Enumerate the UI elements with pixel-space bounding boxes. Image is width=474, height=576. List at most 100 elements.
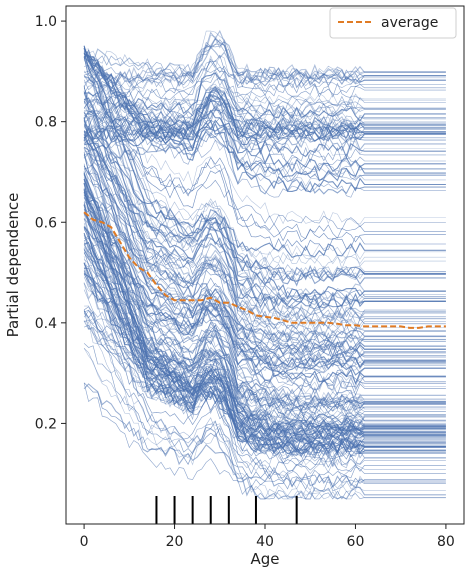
ice-line — [83, 49, 446, 195]
ice-line — [83, 29, 446, 87]
y-tick-label: 0.4 — [35, 316, 57, 332]
average-line — [83, 211, 446, 329]
ice-line — [83, 166, 446, 279]
ice-line — [83, 52, 446, 243]
ice-line — [83, 232, 446, 443]
ice-line — [83, 252, 446, 411]
ice-line — [83, 183, 446, 423]
ice-line — [83, 109, 446, 151]
ice-line — [83, 194, 446, 452]
ice-line — [83, 226, 446, 444]
ice-line — [83, 382, 446, 500]
ice-line — [83, 244, 446, 433]
y-axis-label: Partial dependence — [4, 193, 22, 338]
ice-line — [83, 86, 446, 360]
ice-line — [83, 37, 446, 89]
ice-line — [83, 310, 446, 480]
ice-line — [83, 262, 446, 452]
y-axis-ticks: 0.2 0.4 0.6 0.8 1.0 — [35, 14, 66, 432]
ice-line — [83, 86, 446, 143]
ice-line — [83, 85, 446, 348]
x-tick-label: 60 — [347, 534, 365, 550]
ice-line — [83, 59, 446, 321]
ice-line — [83, 69, 446, 123]
y-tick-label: 0.8 — [35, 115, 57, 131]
ice-line — [83, 100, 446, 140]
ice-line — [83, 136, 446, 265]
ice-line — [83, 101, 446, 138]
ice-line — [83, 154, 446, 327]
ice-line — [83, 212, 446, 432]
legend-box — [329, 7, 457, 39]
ice-line — [83, 147, 446, 392]
x-axis-label: Age — [250, 550, 279, 568]
ice-line — [84, 305, 446, 449]
ice-line — [83, 90, 446, 127]
ice-line — [83, 311, 446, 491]
ice-line — [83, 70, 446, 302]
ice-line — [84, 190, 446, 384]
ice-line — [83, 57, 446, 270]
ice-line — [83, 117, 446, 311]
x-tick-label: 0 — [80, 534, 89, 550]
ice-line — [83, 138, 446, 281]
ice-line — [83, 154, 446, 423]
ice-line — [83, 54, 446, 106]
ice-line — [83, 93, 446, 132]
ice-lines — [83, 29, 446, 500]
ice-line — [83, 130, 446, 332]
ice-line — [83, 52, 446, 280]
ice-line — [83, 66, 446, 107]
ice-line — [83, 87, 446, 119]
y-tick-label: 0.6 — [35, 215, 57, 231]
ice-line — [83, 57, 446, 252]
ice-line — [83, 212, 446, 370]
ice-line — [83, 113, 446, 260]
x-tick-label: 40 — [256, 534, 274, 550]
ice-line — [83, 383, 446, 489]
ice-line — [84, 320, 446, 500]
ice-line — [83, 212, 446, 384]
ice-line — [83, 191, 446, 320]
legend-average-label: average — [381, 15, 438, 31]
ice-line — [83, 98, 446, 170]
ice-line — [83, 306, 446, 412]
ice-line — [83, 234, 446, 417]
ice-line — [84, 54, 446, 182]
ice-line — [84, 72, 446, 122]
ice-line — [83, 182, 446, 455]
x-tick-label: 20 — [166, 534, 184, 550]
ice-line — [83, 226, 446, 458]
ice-line — [83, 163, 446, 428]
ice-line — [83, 188, 446, 439]
ice-line — [83, 189, 446, 412]
x-tick-label: 80 — [437, 534, 455, 550]
ice-line — [83, 151, 446, 412]
ice-line — [83, 122, 446, 162]
ice-line — [83, 249, 446, 407]
x-axis-ticks: 0 20 40 60 80 — [80, 524, 455, 550]
ice-line — [83, 59, 446, 116]
ice-line — [83, 45, 446, 240]
ice-line — [83, 177, 446, 442]
ice-line — [83, 237, 446, 364]
ice-line — [83, 204, 446, 366]
ice-line — [83, 250, 446, 368]
ice-line — [83, 54, 446, 173]
ice-line — [84, 319, 446, 441]
ice-line — [83, 272, 446, 455]
ice-line — [83, 173, 446, 425]
ice-line — [83, 182, 446, 434]
rug-marks — [155, 496, 298, 524]
ice-line — [83, 56, 446, 307]
ice-line — [83, 92, 446, 230]
ice-line — [83, 61, 446, 93]
ice-line — [83, 30, 446, 80]
ice-line — [83, 52, 446, 300]
ice-line — [83, 50, 446, 225]
ice-line — [83, 146, 446, 369]
ice-line — [83, 240, 446, 445]
ice-line — [83, 72, 446, 118]
ice-line — [83, 85, 446, 143]
